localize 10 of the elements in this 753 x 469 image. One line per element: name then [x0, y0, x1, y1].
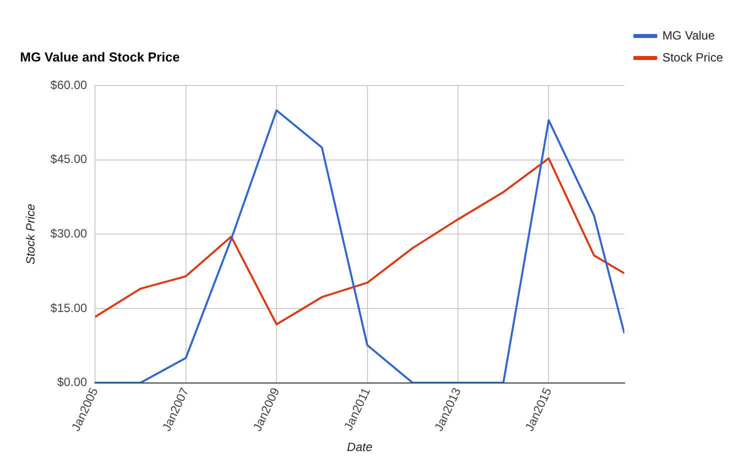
y-tick-label: $60.00	[50, 78, 88, 92]
y-tick-label: $15.00	[50, 300, 88, 315]
y-tick-label: $30.00	[50, 226, 88, 241]
x-axis-title: Date	[347, 440, 373, 454]
y-axis-title: Stock Price	[24, 204, 38, 265]
y-tick-label: $0.00	[57, 375, 88, 390]
legend-label: Stock Price	[662, 50, 724, 64]
legend-label: MG Value	[662, 28, 716, 42]
chart-title: MG Value and Stock Price	[20, 49, 180, 64]
y-tick-label: $45.00	[50, 152, 88, 166]
